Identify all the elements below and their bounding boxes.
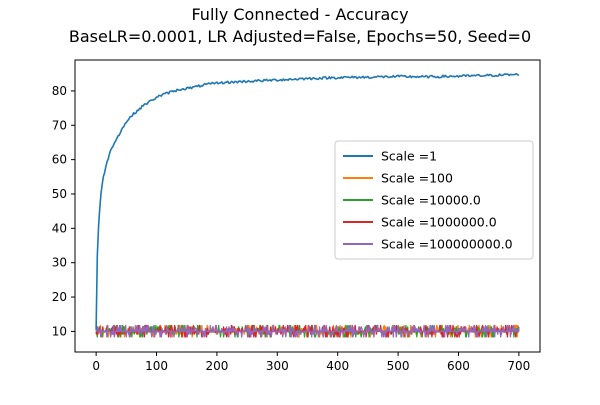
legend-label: Scale =100000000.0 bbox=[381, 237, 513, 252]
x-axis: 0 100 200 300 400 500 600 700 bbox=[92, 352, 530, 373]
y-tick-label: 60 bbox=[52, 153, 67, 167]
y-tick-label: 20 bbox=[52, 290, 67, 304]
legend-label: Scale =1 bbox=[381, 149, 437, 164]
y-tick-label: 10 bbox=[52, 324, 67, 338]
chart-subtitle: BaseLR=0.0001, LR Adjusted=False, Epochs… bbox=[69, 27, 531, 46]
y-tick-label: 50 bbox=[52, 187, 67, 201]
y-tick-label: 30 bbox=[52, 256, 67, 270]
y-tick-label: 40 bbox=[52, 221, 67, 235]
y-tick-label: 70 bbox=[52, 118, 67, 132]
legend-label: Scale =100 bbox=[381, 171, 453, 186]
series-line-0 bbox=[95, 72, 520, 330]
series-line-4 bbox=[95, 324, 520, 338]
x-tick-label: 500 bbox=[387, 359, 410, 373]
y-axis: 10 20 30 40 50 60 70 80 bbox=[52, 84, 75, 338]
x-tick-label: 0 bbox=[92, 359, 100, 373]
x-tick-label: 700 bbox=[507, 359, 530, 373]
x-tick-label: 100 bbox=[145, 359, 168, 373]
legend-label: Scale =1000000.0 bbox=[381, 215, 497, 230]
legend: Scale =1 Scale =100 Scale =10000.0 Scale =1… bbox=[334, 140, 534, 260]
y-tick-label: 80 bbox=[52, 84, 67, 98]
legend-label: Scale =10000.0 bbox=[381, 193, 481, 208]
x-tick-label: 300 bbox=[266, 359, 289, 373]
x-tick-label: 400 bbox=[326, 359, 349, 373]
legend-box bbox=[334, 140, 534, 260]
plot-lines bbox=[95, 72, 520, 338]
chart-title: Fully Connected - Accuracy bbox=[191, 5, 408, 24]
x-tick-label: 200 bbox=[205, 359, 228, 373]
x-tick-label: 600 bbox=[447, 359, 470, 373]
plot-frame bbox=[74, 59, 541, 353]
